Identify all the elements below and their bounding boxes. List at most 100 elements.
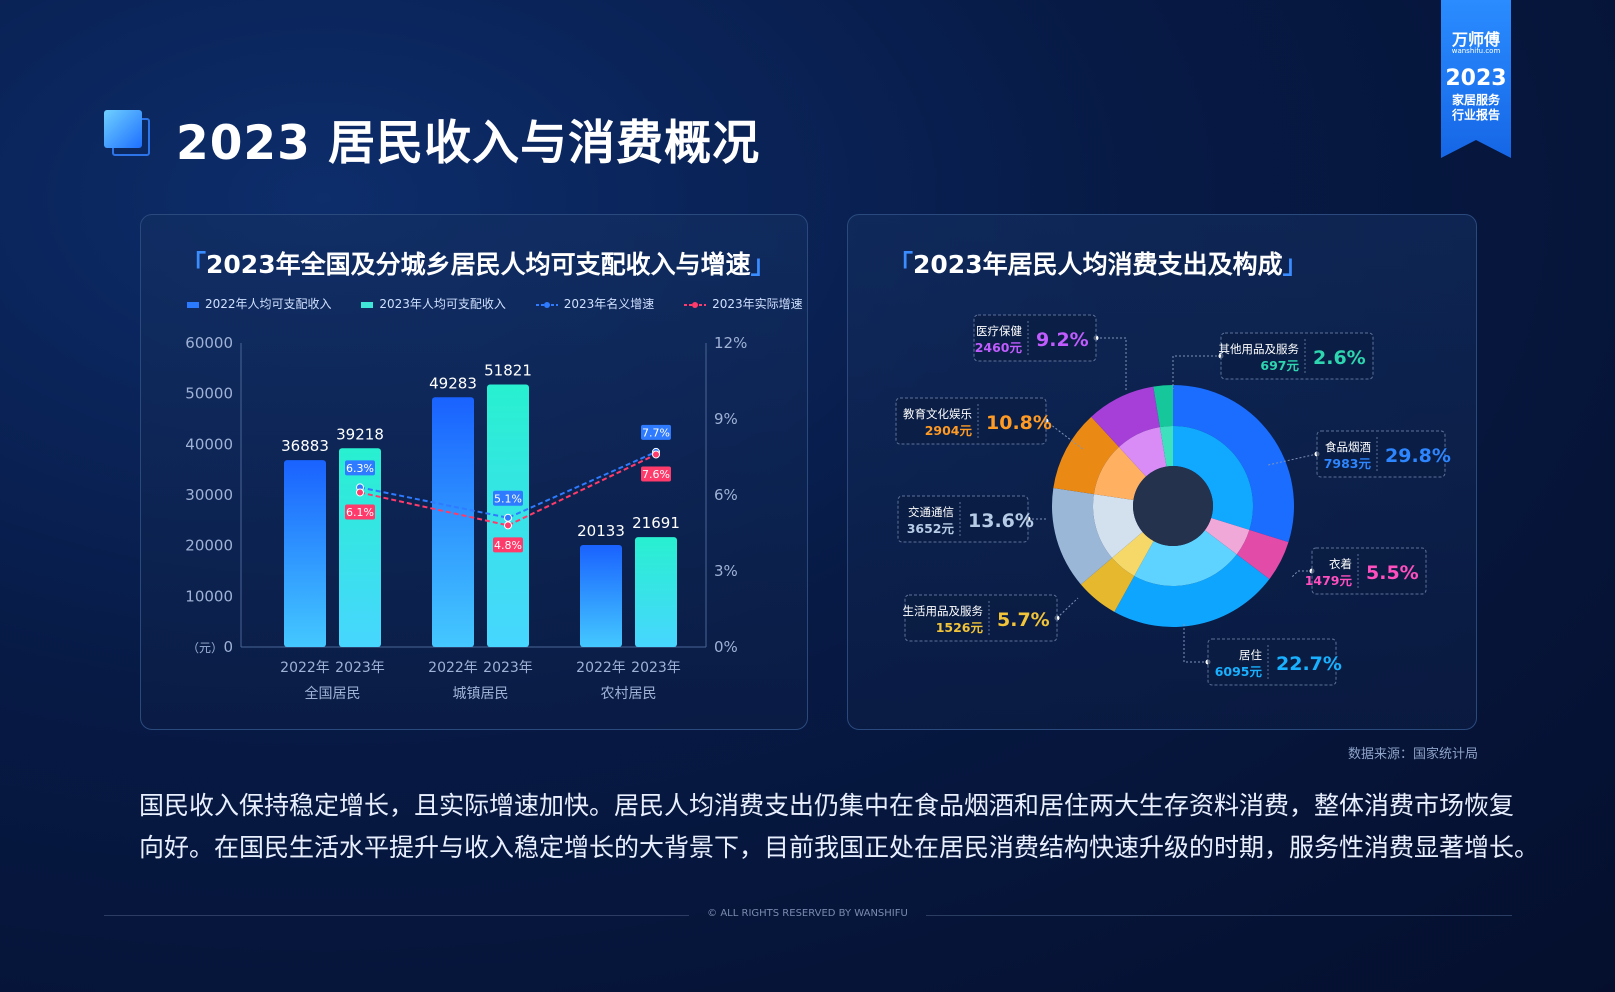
income-chart-title: 「2023年全国及分城乡居民人均可支配收入与增速」	[181, 250, 776, 279]
donut-inner-slice	[1118, 427, 1167, 477]
slice-amount: 1526元	[936, 620, 984, 635]
callout-box	[897, 495, 1029, 543]
y-tick-left: 50000	[185, 385, 233, 403]
nominal-growth-badge	[493, 490, 523, 506]
y-unit-label: （元）	[187, 641, 223, 655]
callout-box	[1207, 638, 1337, 686]
nominal-growth-label: 5.1%	[494, 492, 522, 505]
bar-value-label: 51821	[484, 361, 532, 379]
footer-divider-left	[104, 915, 689, 916]
real-growth-point	[356, 488, 364, 497]
y-tick-left: 0	[223, 638, 233, 656]
donut-inner-slice	[1204, 517, 1250, 555]
donut-outer-slice	[1114, 554, 1270, 627]
slice-amount: 2460元	[975, 340, 1023, 355]
donut-inner-slice	[1093, 447, 1146, 501]
donut-inner-slice	[1093, 494, 1143, 558]
callout-box	[1311, 547, 1427, 595]
title-square-icon	[104, 110, 150, 156]
y-tick-right: 9%	[714, 410, 738, 428]
donut-inner-slice	[1112, 531, 1154, 576]
income-legend: 2022年人均可支配收入 2023年人均可支配收入 2023年名义增速 2023…	[187, 295, 829, 312]
ribbon-line2: 行业报告	[1451, 108, 1500, 122]
bar-value-label: 36883	[281, 437, 329, 455]
nominal-growth-badge	[345, 460, 375, 476]
slice-name: 交通通信	[908, 505, 954, 519]
bar-2022	[580, 544, 622, 647]
donut-inner-slice	[1173, 426, 1253, 530]
bar-2022	[432, 397, 474, 647]
legend-2023-income: 2023年人均可支配收入	[361, 297, 506, 311]
slice-percent: 10.8%	[986, 412, 1052, 434]
slice-percent: 13.6%	[968, 510, 1034, 532]
y-tick-right: 0%	[714, 638, 738, 656]
donut-outer-slice	[1091, 386, 1160, 448]
data-source: 数据来源：国家统计局	[1347, 747, 1478, 762]
y-tick-left: 60000	[185, 334, 233, 352]
consumption-chart-title: 「2023年居民人均消费支出及构成」	[888, 250, 1308, 279]
slice-percent: 2.6%	[1313, 347, 1366, 369]
slice-percent: 22.7%	[1276, 653, 1342, 675]
consumption-chart-panel: 「2023年居民人均消费支出及构成」 食品烟酒 7983元 29.8% 衣着 1479元…	[847, 214, 1477, 730]
slice-name: 生活用品及服务	[903, 604, 984, 618]
callout-box	[895, 397, 1047, 445]
slice-amount: 1479元	[1305, 573, 1353, 588]
callout-leader	[1290, 570, 1312, 579]
slice-amount: 697元	[1260, 358, 1299, 373]
bar-value-label: 21691	[632, 514, 680, 532]
x-group-label: 城镇居民	[453, 686, 509, 702]
real-growth-point	[652, 450, 660, 459]
real-growth-badge	[493, 537, 523, 553]
nominal-growth-label: 7.7%	[642, 426, 670, 439]
donut-hole	[1133, 466, 1213, 546]
copyright-footer: © ALL RIGHTS RESERVED BY WANSHIFU	[707, 908, 908, 919]
bar-value-label: 39218	[336, 425, 384, 443]
callout-box	[1220, 332, 1374, 380]
bar-value-label: 49283	[429, 374, 477, 392]
y-tick-right: 6%	[714, 486, 738, 504]
x-group-label: 农村居民	[601, 686, 657, 702]
y-tick-left: 30000	[185, 486, 233, 504]
slice-percent: 5.7%	[997, 609, 1050, 631]
donut-outer-slice	[1236, 529, 1289, 580]
callout-box	[1316, 430, 1446, 478]
slice-name: 居住	[1239, 648, 1262, 662]
summary-line-1: 国民收入保持稳定增长，且实际增速加快。居民人均消费支出仍集中在食品烟酒和居住两大…	[139, 791, 1515, 820]
nominal-growth-label: 6.3%	[346, 462, 374, 475]
real-growth-label: 6.1%	[346, 506, 374, 519]
slice-percent: 5.5%	[1366, 562, 1419, 584]
slice-percent: 29.8%	[1385, 445, 1451, 467]
summary-text: 国民收入保持稳定增长，且实际增速加快。居民人均消费支出仍集中在食品烟酒和居住两大…	[139, 785, 1540, 869]
slice-name: 食品烟酒	[1325, 440, 1371, 454]
legend-2022-income: 2022年人均可支配收入	[187, 297, 332, 311]
x-year-label: 2023年	[335, 660, 385, 676]
summary-line-2: 向好。在国民生活水平提升与收入稳定增长的大背景下，目前我国正处在居民消费结构快速…	[139, 833, 1540, 862]
x-year-label: 2022年	[428, 660, 478, 676]
real-growth-point	[504, 521, 512, 530]
ribbon-year: 2023	[1445, 66, 1507, 91]
ribbon-brand-url: wanshifu.com	[1451, 47, 1501, 55]
slice-name: 教育文化娱乐	[903, 407, 972, 421]
x-group-label: 全国居民	[305, 685, 361, 702]
y-tick-right: 12%	[714, 334, 747, 352]
page-title: 2023 居民收入与消费概况	[176, 116, 761, 171]
donut-outer-slice	[1053, 416, 1119, 495]
nominal-growth-badge	[641, 424, 671, 440]
slice-percent: 9.2%	[1036, 329, 1089, 351]
nominal-growth-point	[504, 513, 512, 522]
callout-leader	[1267, 453, 1318, 466]
legend-real-growth: 2023年实际增速	[684, 297, 803, 311]
real-growth-line	[359, 453, 657, 527]
x-year-label: 2022年	[280, 660, 330, 676]
donut-outer-slice	[1153, 385, 1173, 428]
ribbon-line1: 家居服务	[1451, 93, 1500, 107]
y-tick-right: 3%	[714, 562, 738, 580]
x-year-label: 2023年	[483, 660, 533, 676]
real-growth-badge	[641, 466, 671, 482]
slice-name: 其他用品及服务	[1219, 342, 1300, 356]
real-growth-label: 7.6%	[642, 468, 670, 481]
bar-2023	[339, 448, 381, 647]
callout-leader	[1183, 622, 1208, 663]
nominal-growth-line	[359, 451, 657, 519]
y-tick-left: 40000	[185, 435, 233, 453]
